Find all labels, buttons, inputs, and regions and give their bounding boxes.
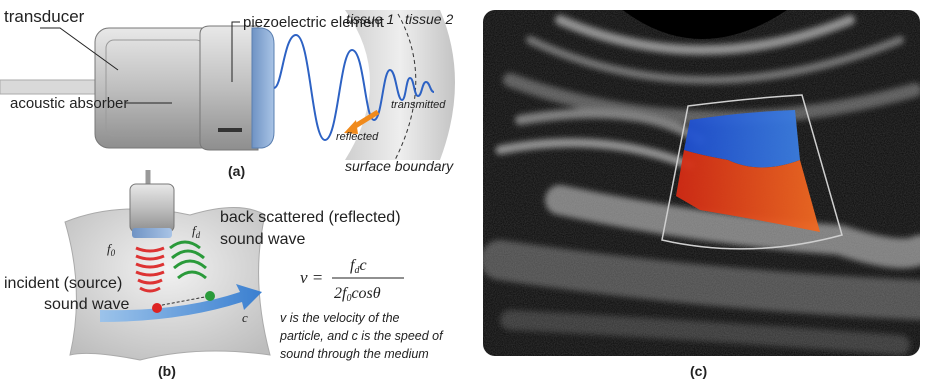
panel-b: f0 fd c back scattered (reflected)sound … (4, 170, 444, 379)
text-part: back scattered (reflected) (220, 209, 401, 226)
text-part: v is the velocity of the (280, 311, 400, 325)
acoustic-absorber-body (95, 28, 215, 148)
label: tissue 2 (405, 11, 453, 27)
panel-label: (c) (690, 363, 707, 379)
label: acoustic absorber (10, 95, 128, 112)
figure: transducer piezoelectric element acousti… (0, 0, 930, 381)
formula-denominator: 2f0cosθ (334, 285, 381, 304)
label: reflected (336, 131, 379, 143)
text-part: c (359, 257, 366, 274)
note: v is the velocity of the particle, and c … (279, 311, 444, 361)
text-part: cos (351, 285, 372, 302)
text-part: 0 (111, 248, 116, 258)
label: transducer (4, 7, 85, 26)
text-part: particle, and c is the speed of (279, 329, 444, 343)
cable (0, 80, 100, 94)
label: tissue 1 (346, 11, 394, 27)
panel-label: (a) (228, 163, 245, 179)
panel-c: (c) (483, 8, 920, 379)
particle (152, 303, 162, 313)
formula-numerator: fdc (350, 257, 367, 276)
text-part: incident (source) (4, 275, 122, 292)
probe-face (132, 228, 172, 238)
text-part: sound through the medium (280, 347, 429, 361)
text-part: sound wave (44, 296, 129, 313)
slot (218, 128, 242, 132)
formula-lhs: v = (300, 268, 323, 287)
particle (205, 291, 215, 301)
label: surface boundary (345, 158, 454, 174)
panel-label: (b) (158, 363, 176, 379)
probe (130, 184, 174, 232)
text-part: sound wave (220, 231, 305, 248)
ultrasound-image (483, 8, 920, 356)
c-label: c (242, 310, 248, 325)
text-part: θ (373, 285, 381, 302)
panel-a: transducer piezoelectric element acousti… (0, 7, 455, 179)
label: transmitted (391, 99, 446, 111)
text-part: d (196, 230, 201, 240)
piezoelectric-face (252, 28, 274, 148)
